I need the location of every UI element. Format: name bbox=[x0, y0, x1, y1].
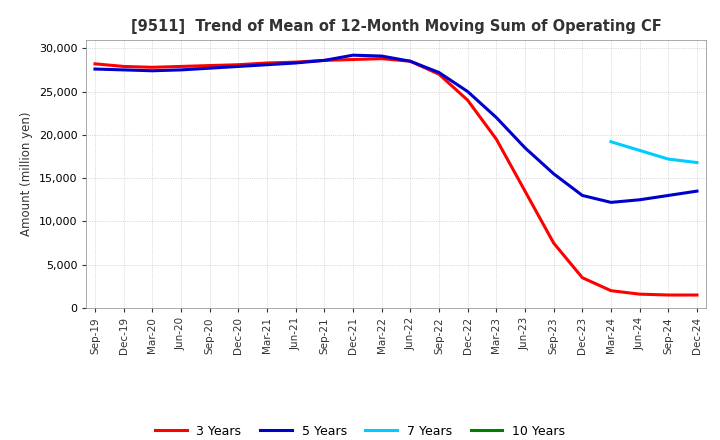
5 Years bbox=[664, 193, 672, 198]
Line: 7 Years: 7 Years bbox=[611, 142, 697, 162]
5 Years bbox=[607, 200, 616, 205]
3 Years bbox=[464, 98, 472, 103]
3 Years bbox=[234, 62, 243, 67]
5 Years bbox=[435, 70, 444, 75]
Title: [9511]  Trend of Mean of 12-Month Moving Sum of Operating CF: [9511] Trend of Mean of 12-Month Moving … bbox=[130, 19, 662, 34]
5 Years bbox=[263, 62, 271, 67]
5 Years bbox=[176, 67, 185, 73]
5 Years bbox=[492, 115, 500, 120]
5 Years bbox=[348, 52, 357, 58]
3 Years bbox=[320, 58, 328, 63]
5 Years bbox=[320, 58, 328, 63]
Legend: 3 Years, 5 Years, 7 Years, 10 Years: 3 Years, 5 Years, 7 Years, 10 Years bbox=[150, 420, 570, 440]
3 Years bbox=[176, 64, 185, 69]
7 Years bbox=[635, 148, 644, 153]
3 Years bbox=[492, 136, 500, 142]
3 Years bbox=[148, 65, 157, 70]
3 Years bbox=[348, 57, 357, 62]
5 Years bbox=[120, 67, 128, 73]
3 Years bbox=[120, 64, 128, 69]
7 Years bbox=[607, 139, 616, 144]
3 Years bbox=[607, 288, 616, 293]
3 Years bbox=[693, 292, 701, 297]
5 Years bbox=[693, 188, 701, 194]
3 Years bbox=[406, 59, 415, 64]
3 Years bbox=[635, 292, 644, 297]
5 Years bbox=[464, 89, 472, 94]
3 Years bbox=[263, 60, 271, 66]
5 Years bbox=[635, 197, 644, 202]
3 Years bbox=[664, 292, 672, 297]
Y-axis label: Amount (million yen): Amount (million yen) bbox=[20, 112, 33, 236]
Line: 5 Years: 5 Years bbox=[95, 55, 697, 202]
5 Years bbox=[148, 68, 157, 73]
3 Years bbox=[91, 61, 99, 66]
5 Years bbox=[549, 171, 558, 176]
5 Years bbox=[521, 145, 529, 150]
7 Years bbox=[693, 160, 701, 165]
5 Years bbox=[406, 59, 415, 64]
3 Years bbox=[521, 188, 529, 194]
5 Years bbox=[578, 193, 587, 198]
5 Years bbox=[377, 53, 386, 59]
7 Years bbox=[664, 157, 672, 162]
5 Years bbox=[91, 66, 99, 72]
3 Years bbox=[549, 240, 558, 246]
5 Years bbox=[234, 64, 243, 69]
3 Years bbox=[578, 275, 587, 280]
3 Years bbox=[377, 56, 386, 61]
3 Years bbox=[435, 72, 444, 77]
3 Years bbox=[292, 59, 300, 65]
3 Years bbox=[205, 63, 214, 68]
5 Years bbox=[292, 60, 300, 66]
Line: 3 Years: 3 Years bbox=[95, 59, 697, 295]
5 Years bbox=[205, 66, 214, 71]
